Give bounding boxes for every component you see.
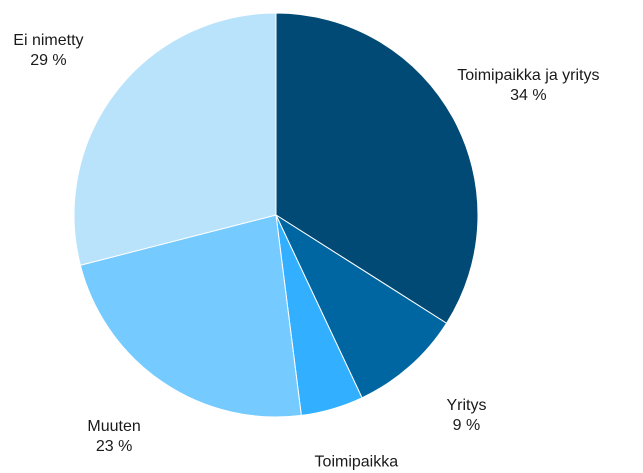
slice-label: Toimipaikka [315, 454, 399, 471]
pie-slice [73, 12, 277, 266]
slice-label: Muuten [87, 418, 140, 435]
pie-slice [79, 214, 302, 418]
slice-value-label: 34 % [510, 87, 546, 104]
slice-value-label: 9 % [453, 417, 481, 434]
pie-slice [275, 12, 479, 324]
slice-label: Toimipaikka ja yritys [457, 67, 599, 84]
pie-slice [274, 213, 448, 399]
slice-value-label: 23 % [96, 438, 132, 455]
slice-label: Yritys [446, 397, 486, 414]
slice-label: Ei nimetty [13, 32, 83, 49]
slice-value-label: 29 % [30, 52, 66, 69]
